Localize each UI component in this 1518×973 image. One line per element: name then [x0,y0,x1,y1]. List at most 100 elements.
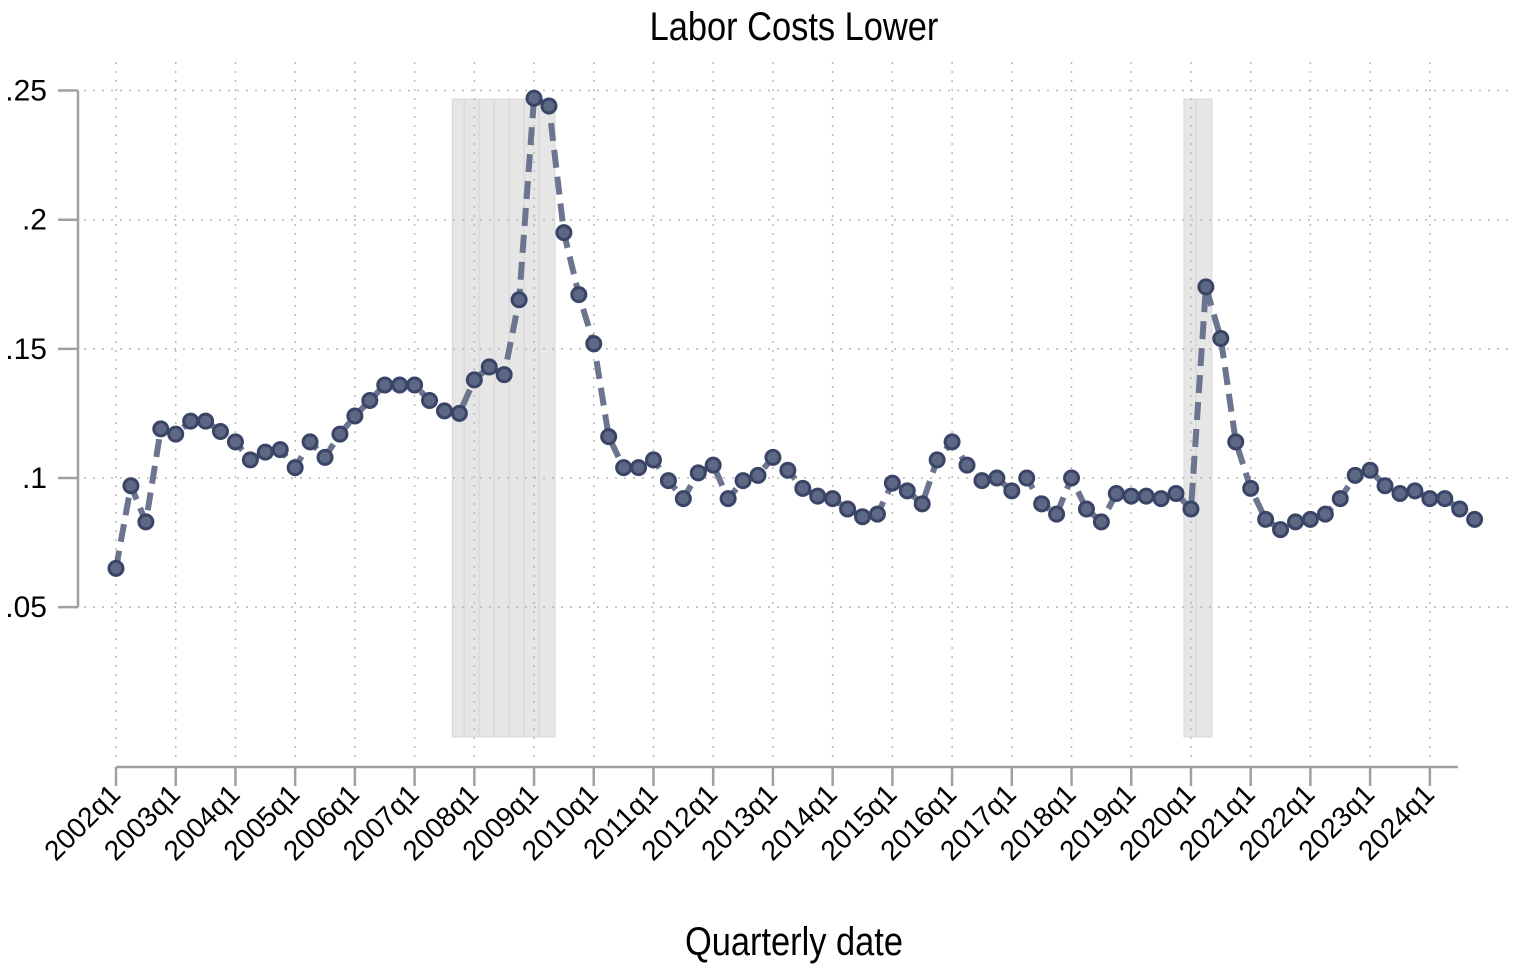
data-point [331,425,349,443]
data-point [435,402,453,420]
data-point [137,513,155,531]
data-point [406,376,424,394]
data-point [1421,490,1439,508]
data-point [226,433,244,451]
data-point [256,443,274,461]
data-point [1436,490,1454,508]
data-point [286,459,304,477]
data-point [1182,500,1200,518]
data-point [1227,433,1245,451]
data-point [868,505,886,523]
data-point [465,371,483,389]
data-point [898,482,916,500]
data-point [749,466,767,484]
data-point [809,487,827,505]
data-point [1152,490,1170,508]
data-point [241,451,259,469]
data-point [1242,479,1260,497]
x-axis-title: Quarterly date [685,919,903,964]
data-point [1048,505,1066,523]
data-point [1286,513,1304,531]
data-point [1077,500,1095,518]
data-point [928,451,946,469]
data-point [450,404,468,422]
y-tick-label: .2 [22,204,47,237]
data-point [1003,482,1021,500]
data-point [704,456,722,474]
y-tick-label: .15 [5,333,47,366]
data-point [973,472,991,490]
data-point [391,376,409,394]
data-point [913,495,931,513]
data-point [600,428,618,446]
data-series [107,89,1484,577]
data-point [943,433,961,451]
y-tick-label: .25 [5,75,47,108]
data-point [883,474,901,492]
data-point [182,412,200,430]
data-point [1301,510,1319,528]
data-point [540,97,558,115]
y-tick-label: .05 [5,591,47,624]
data-point [689,464,707,482]
data-point [1316,505,1334,523]
data-point [988,469,1006,487]
data-point [1257,510,1275,528]
recession-band [451,98,556,738]
data-point [1406,482,1424,500]
data-point [1346,466,1364,484]
data-point [1092,513,1110,531]
data-point [674,490,692,508]
data-point [570,286,588,304]
data-point [585,335,603,353]
data-point [854,508,871,526]
data-point [1197,278,1215,296]
data-point [719,490,737,508]
data-point [1376,477,1394,495]
data-point [1451,500,1469,518]
data-point [1391,484,1409,502]
data-point [212,423,230,441]
data-point [630,459,648,477]
data-point [1167,484,1185,502]
data-point [421,392,439,410]
data-point [525,89,543,107]
data-point [779,461,797,479]
data-point [764,448,782,466]
data-point [197,412,215,430]
data-point [510,291,528,309]
data-point [1272,521,1290,539]
data-point [1018,469,1036,487]
data-point [107,559,125,577]
data-point [794,479,812,497]
data-point [615,459,633,477]
data-point [1212,330,1230,348]
data-point [659,472,677,490]
axes: .05.1.15.2.252002q12003q12004q12005q1200… [5,75,1458,866]
gridlines [84,62,1512,760]
data-point [316,448,334,466]
data-point [1137,487,1155,505]
recession-shading [451,98,1213,738]
data-point [1331,490,1349,508]
chart-title: Labor Costs Lower [650,4,939,49]
data-point [495,366,513,384]
data-point [346,407,364,425]
data-point [361,392,379,410]
data-point [1122,487,1140,505]
data-point [1466,510,1484,528]
data-point [1361,461,1379,479]
data-point [958,456,976,474]
data-point [122,477,140,495]
data-point [839,500,857,518]
data-point [824,490,842,508]
data-point [1063,469,1081,487]
y-tick-label: .1 [22,462,47,495]
data-point [1107,484,1125,502]
data-point [1033,495,1051,513]
data-point [152,420,170,438]
data-point [167,425,185,443]
data-point [301,433,319,451]
data-point [734,472,752,490]
